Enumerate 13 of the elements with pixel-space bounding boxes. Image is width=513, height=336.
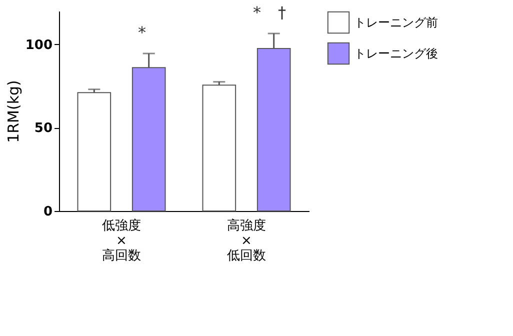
- legend-label: トレーニング前: [354, 16, 438, 30]
- bar: [202, 84, 236, 212]
- y-tick-label: 100: [25, 38, 52, 53]
- y-tick-label: 50: [34, 121, 52, 136]
- annotation: *: [138, 23, 146, 42]
- bar: [77, 92, 112, 212]
- annotation: *: [253, 3, 261, 22]
- x-tick-label: 高強度 × 低回数: [227, 218, 266, 264]
- y-axis-title: 1RM(kg): [4, 80, 22, 143]
- y-tick-label: 0: [43, 204, 52, 220]
- x-tick-label: 低強度 × 高回数: [102, 218, 141, 264]
- annotation: †: [278, 3, 286, 22]
- legend-label: トレーニング後: [354, 46, 438, 60]
